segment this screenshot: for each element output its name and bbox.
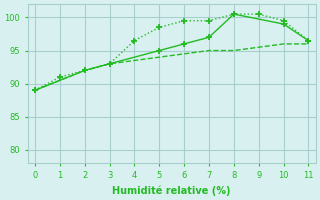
X-axis label: Humidité relative (%): Humidité relative (%): [112, 185, 231, 196]
